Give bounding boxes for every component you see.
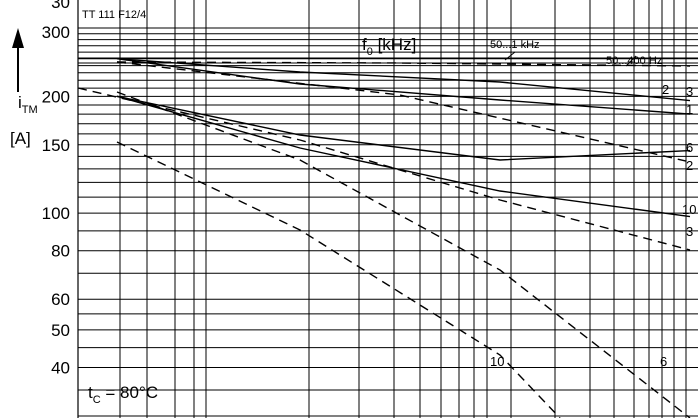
annotation-lab_d2: 2 xyxy=(686,158,693,173)
ytick-label: 300 xyxy=(42,23,70,42)
ytick-label: 150 xyxy=(42,136,70,155)
annotation-lab_d3: 3 xyxy=(686,224,693,239)
curve-dashed-10 xyxy=(116,141,561,418)
curve-dashed-3 xyxy=(77,87,691,251)
ytick-label: 60 xyxy=(51,290,70,309)
curve-solid-6 xyxy=(116,95,691,161)
curve-solid-1 xyxy=(116,58,691,102)
y-axis-label: iTM xyxy=(18,93,38,116)
annotation-lab_s3: 3 xyxy=(686,84,693,99)
annotation-lab_s2: 2 xyxy=(662,82,669,97)
chart-title: TT 111 F12/4 xyxy=(82,9,146,21)
ytick-label: 50 xyxy=(51,321,70,340)
curve-dashed-50400Hz xyxy=(116,61,691,67)
ytick-label: 100 xyxy=(42,204,70,223)
curve-dashed-6 xyxy=(116,91,691,418)
y-axis-arrowhead xyxy=(12,28,24,48)
ytick-label: 200 xyxy=(42,87,70,106)
annotation-a50_1: 50...1 kHz xyxy=(490,39,540,51)
ytick-label: 40 xyxy=(51,359,70,378)
ytick-label: 80 xyxy=(51,242,70,261)
param-label: f0 [kHz] xyxy=(362,35,416,58)
annotation-lab_s1: 1 xyxy=(686,102,693,117)
annotation-a50_400: 50...400 Hz xyxy=(606,55,662,67)
grid-layer xyxy=(77,0,698,418)
leader-50-1 xyxy=(504,51,516,61)
annotation-lab_d10: 10 xyxy=(490,354,504,369)
annotation-lab_s6: 6 xyxy=(686,140,693,155)
curve-solid-3 xyxy=(116,58,691,115)
leader-50-400 xyxy=(625,55,637,67)
annotation-lab_s10: 10 xyxy=(682,202,696,217)
annotation-lab_d6: 6 xyxy=(660,354,667,369)
y-axis-unit: [A] xyxy=(10,129,31,148)
curves-layer xyxy=(77,58,691,418)
text-layer: 300 200 150 100 80 60 50 40 30 TT 111 F12/4 iTM [A]… xyxy=(10,0,696,406)
ytick-label: 30 xyxy=(51,0,70,12)
condition-label: tC = 80°C xyxy=(88,383,158,406)
curve-dashed-2 xyxy=(116,61,691,163)
